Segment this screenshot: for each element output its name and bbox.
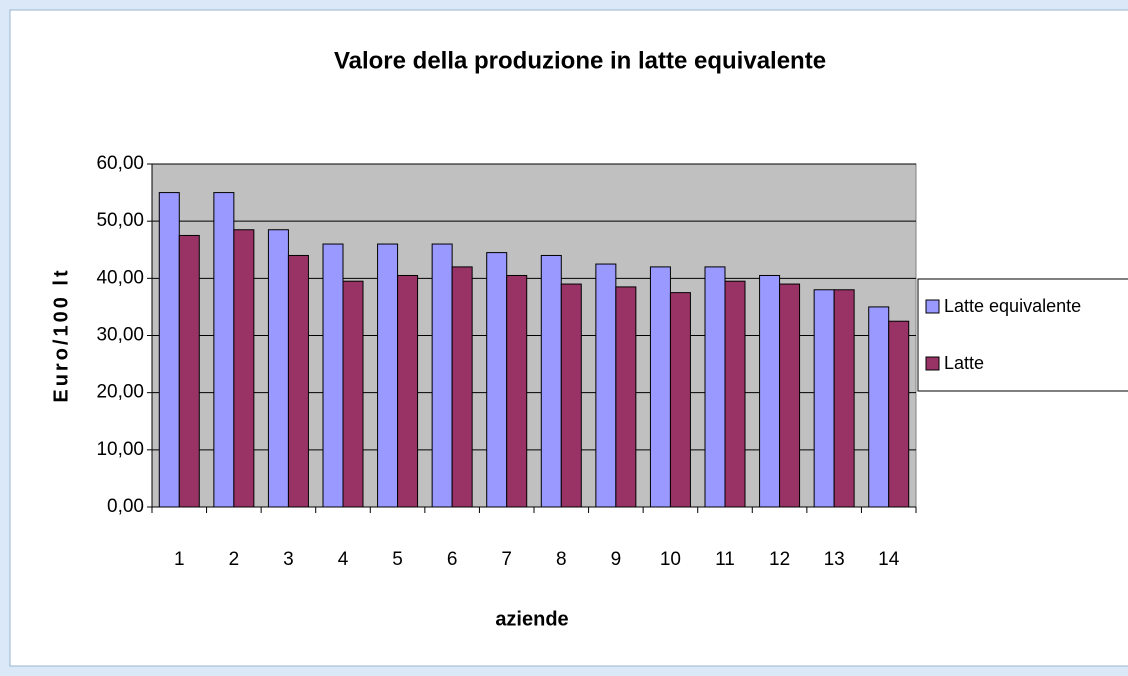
bar <box>322 243 344 508</box>
bar <box>833 289 855 508</box>
bar <box>377 243 399 508</box>
bar <box>540 254 562 508</box>
y-axis-title: Euro/100 lt <box>50 267 72 402</box>
bar <box>704 266 726 508</box>
bar <box>267 229 289 508</box>
bar <box>615 286 637 508</box>
legend-swatch <box>925 299 940 314</box>
bar <box>724 280 746 508</box>
x-axis-title: aziende <box>495 608 568 630</box>
y-tick-label: 50,00 <box>96 210 144 231</box>
y-tick-label: 0,00 <box>107 496 144 517</box>
bar <box>287 254 309 508</box>
x-tick-label: 8 <box>556 549 567 570</box>
bar <box>451 266 473 508</box>
y-tick-label: 20,00 <box>96 382 144 403</box>
bar <box>486 252 508 508</box>
bar <box>178 234 200 508</box>
bar <box>342 280 364 508</box>
x-tick-label: 6 <box>447 549 458 570</box>
x-tick-label: 9 <box>611 549 622 570</box>
bar <box>759 274 781 508</box>
bar <box>779 283 801 508</box>
bar <box>213 192 235 508</box>
x-tick-label: 13 <box>824 549 845 570</box>
y-tick-label: 30,00 <box>96 325 144 346</box>
y-tick-label: 60,00 <box>96 153 144 174</box>
bar <box>813 289 835 508</box>
x-tick-label: 2 <box>229 549 240 570</box>
bar <box>669 292 691 508</box>
bar <box>595 263 617 508</box>
chart-title: Valore della produzione in latte equival… <box>334 47 826 74</box>
y-tick-label: 40,00 <box>96 267 144 288</box>
x-tick-label: 10 <box>660 549 681 570</box>
legend-swatch <box>925 356 940 371</box>
x-tick-label: 11 <box>715 549 735 570</box>
bar <box>397 274 419 508</box>
bar <box>506 274 528 508</box>
x-tick-label: 7 <box>501 549 512 570</box>
legend-label: Latte <box>944 353 984 373</box>
bar <box>868 306 890 508</box>
x-tick-label: 1 <box>174 549 185 570</box>
x-tick-label: 5 <box>392 549 403 570</box>
x-tick-label: 4 <box>338 549 349 570</box>
legend-box <box>917 278 1128 392</box>
y-tick-label: 10,00 <box>96 439 144 460</box>
legend-label: Latte equivalente <box>944 296 1081 316</box>
bar <box>233 229 255 508</box>
x-tick-label: 3 <box>283 549 294 570</box>
x-tick-label: 12 <box>769 549 790 570</box>
bar <box>560 283 582 508</box>
bar <box>888 320 910 508</box>
bar <box>431 243 453 508</box>
bar <box>649 266 671 508</box>
bar <box>158 192 180 508</box>
x-tick-label: 14 <box>878 549 900 570</box>
